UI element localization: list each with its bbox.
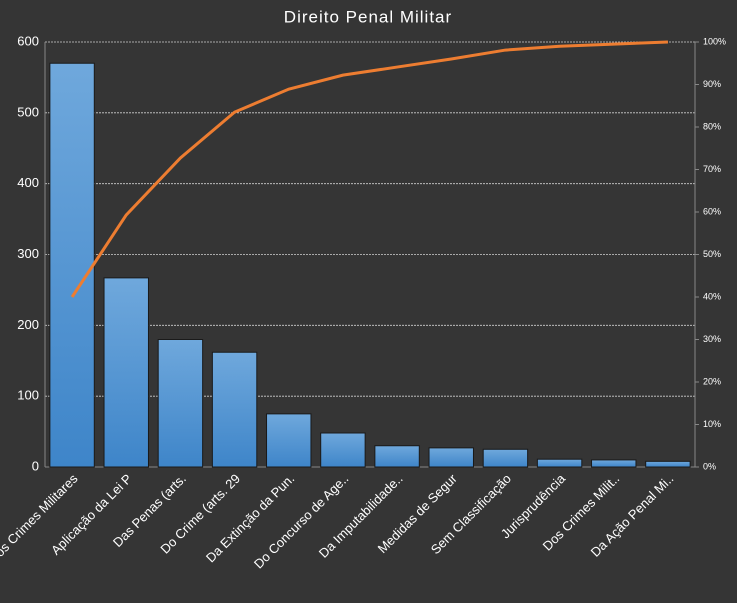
y-tick-label: 100	[17, 388, 39, 403]
bar	[482, 448, 529, 468]
y2-tick-label: 90%	[703, 79, 721, 89]
y-tick-label: 400	[17, 175, 39, 190]
y-tick-label: 500	[17, 104, 39, 119]
bar	[591, 459, 637, 468]
bar	[103, 277, 149, 468]
y-tick-label: 600	[17, 33, 39, 48]
y2-tick-label: 10%	[703, 419, 721, 429]
pareto-line	[70, 40, 668, 298]
bar	[49, 62, 95, 468]
y2-tick-label: 30%	[703, 334, 721, 344]
bar	[428, 447, 474, 468]
y2-tick-label: 40%	[703, 291, 721, 301]
y2-tick-label: 0%	[703, 461, 716, 471]
bar	[211, 351, 258, 468]
y-tick-label: 0	[32, 458, 39, 473]
chart-title: Direito Penal Militar	[284, 7, 452, 26]
y2-tick-label: 100%	[703, 36, 726, 46]
y2-tick-label: 70%	[703, 164, 721, 174]
bar	[536, 458, 583, 468]
y2-tick-label: 80%	[703, 121, 721, 131]
bar	[645, 460, 691, 468]
bar	[320, 432, 366, 468]
bar	[157, 339, 204, 468]
y2-tick-label: 60%	[703, 206, 721, 216]
y2-tick-label: 20%	[703, 376, 721, 386]
bar	[266, 413, 312, 468]
y-tick-label: 200	[17, 317, 39, 332]
bar	[374, 445, 420, 468]
y2-tick-label: 50%	[703, 249, 721, 259]
y-tick-label: 300	[17, 246, 39, 261]
